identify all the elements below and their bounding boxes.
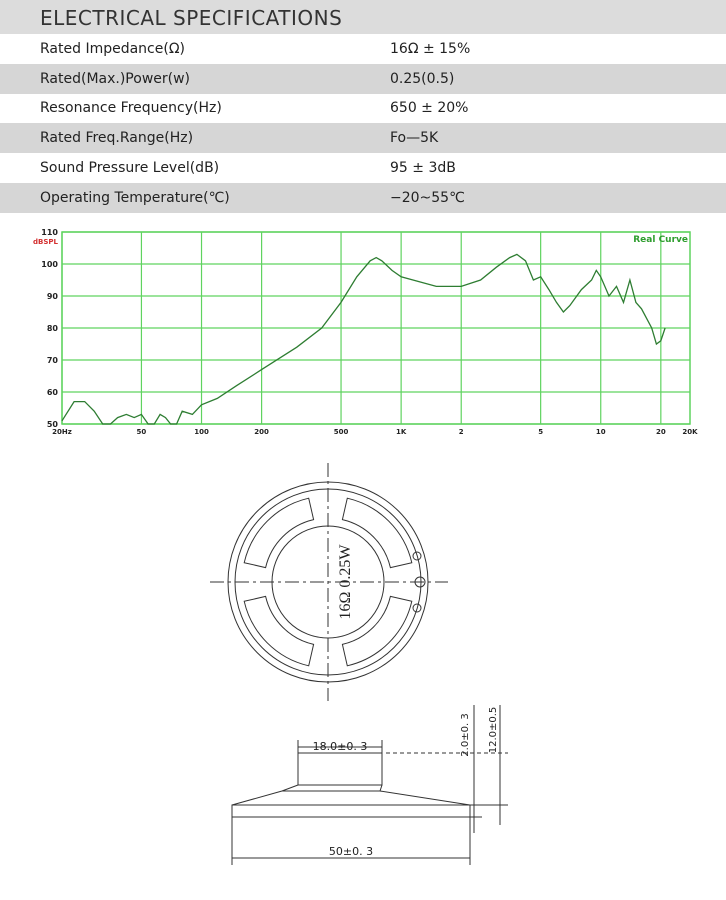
side-view <box>231 705 508 865</box>
dim-label: 12.0±0.5 <box>488 707 499 754</box>
y-tick-label: 90 <box>47 292 59 301</box>
y-tick-label: 70 <box>47 356 59 365</box>
spec-title: ELECTRICAL SPECIFICATIONS <box>40 6 343 30</box>
dimension-drawing: 16Ω 0.25W 18.0±0. 3 50±0. 3 2.0±0. 3 12.… <box>210 463 508 865</box>
y-tick-label: 110 <box>41 228 58 237</box>
x-tick-label: 20 <box>656 428 666 436</box>
x-tick-label: 20Hz <box>52 428 72 436</box>
spec-value: 95 ± 3dB <box>390 159 456 176</box>
slots <box>243 497 413 667</box>
x-end-label: 20K <box>682 428 698 436</box>
response-curve <box>61 253 666 425</box>
spec-row: Rated Freq.Range(Hz) Fo—5K <box>0 123 726 154</box>
slot <box>243 497 315 569</box>
spec-label: Rated Impedance(Ω) <box>40 41 185 57</box>
dim-label: 18.0±0. 3 <box>313 740 368 753</box>
spec-value: 650 ± 20% <box>390 100 469 117</box>
spec-header: ELECTRICAL SPECIFICATIONS <box>0 0 726 34</box>
slot <box>341 595 413 667</box>
spec-label: Operating Temperature(℃) <box>40 189 230 206</box>
x-tick-label: 200 <box>254 428 269 436</box>
x-tick-label: 50 <box>137 428 147 436</box>
magnet <box>297 752 383 786</box>
spec-value: Fo—5K <box>390 130 439 147</box>
top-view <box>210 463 448 701</box>
y-tick-label: 80 <box>47 324 59 333</box>
spec-row: Sound Pressure Level(dB) 95 ± 3dB <box>0 153 726 183</box>
x-tick-label: 500 <box>334 428 349 436</box>
spec-row: Rated(Max.)Power(w) 0.25(0.5) <box>0 63 726 94</box>
spec-label: Rated Freq.Range(Hz) <box>40 130 194 147</box>
spec-row: Resonance Frequency(Hz) 650 ± 20% <box>0 93 726 123</box>
spec-row: Operating Temperature(℃) −20~55℃ <box>0 182 726 213</box>
y-tick-label: 50 <box>47 420 59 429</box>
x-tick-label: 2 <box>459 428 464 436</box>
slot <box>341 497 413 569</box>
y-tick-label: 60 <box>47 388 59 397</box>
basket <box>231 784 471 818</box>
dim-label: 2.0±0. 3 <box>460 713 471 756</box>
terminal <box>412 603 422 613</box>
annotation: Real Curve <box>633 235 688 245</box>
slot <box>243 595 315 667</box>
marking: 16Ω 0.25W <box>337 544 354 620</box>
x-tick-label: 100 <box>194 428 209 436</box>
spec-row: Rated Impedance(Ω) 16Ω ± 15% <box>0 34 726 64</box>
spec-label: Resonance Frequency(Hz) <box>40 100 222 117</box>
spec-value: 0.25(0.5) <box>390 70 455 87</box>
terminal <box>412 551 422 561</box>
y-tick-label: 100 <box>41 260 58 269</box>
spec-label: Rated(Max.)Power(w) <box>40 70 191 87</box>
x-tick-label: 10 <box>596 428 606 436</box>
x-tick-label: 1K <box>396 428 407 436</box>
spec-value: −20~55℃ <box>390 189 465 206</box>
spec-value: 16Ω ± 15% <box>390 41 471 57</box>
x-tick-label: 5 <box>538 428 543 436</box>
y-axis-label: dBSPL <box>33 238 59 246</box>
spec-label: Sound Pressure Level(dB) <box>40 159 220 176</box>
dim-label: 50±0. 3 <box>329 845 373 858</box>
